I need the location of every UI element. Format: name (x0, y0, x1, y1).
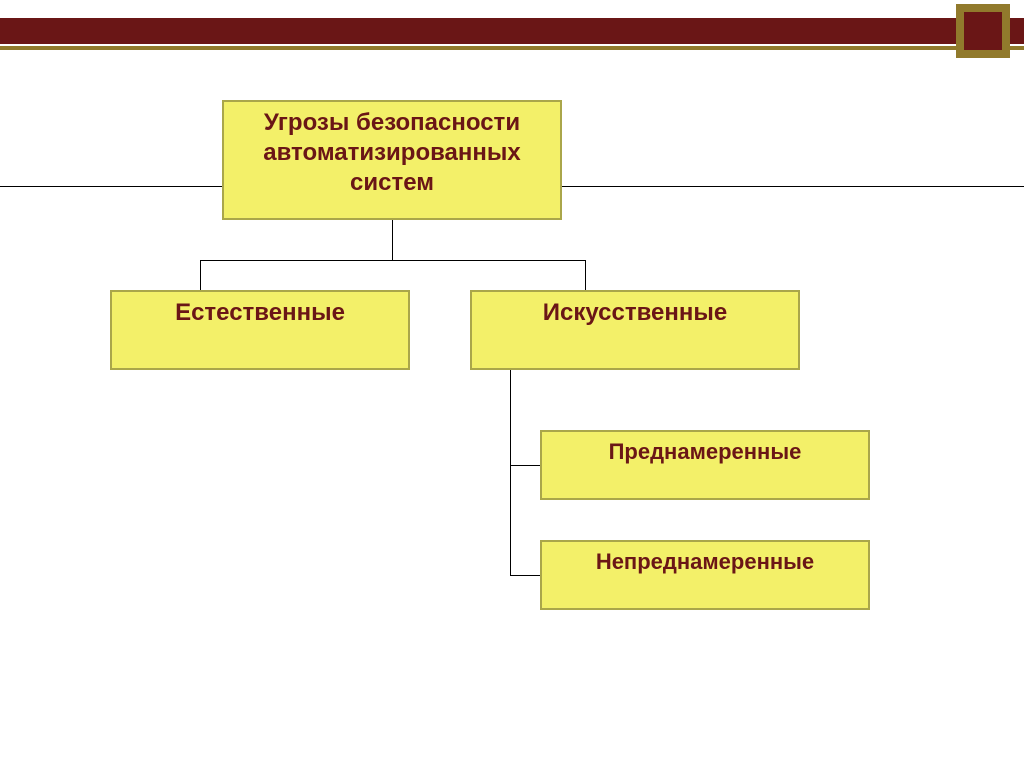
conn-to-unintentional (510, 575, 540, 576)
conn-to-artificial (585, 260, 586, 290)
node-root-label: Угрозы безопасности автоматизированных с… (224, 108, 560, 198)
conn-root-down (392, 220, 393, 260)
conn-art-down (510, 370, 511, 575)
node-intentional: Преднамеренные (540, 430, 870, 500)
conn-to-natural (200, 260, 201, 290)
node-natural: Естественные (110, 290, 410, 370)
header-stripe (0, 46, 1024, 50)
node-artificial: Искусственные (470, 290, 800, 370)
node-root: Угрозы безопасности автоматизированных с… (222, 100, 562, 220)
node-natural-label: Естественные (175, 298, 345, 328)
conn-to-intentional (510, 465, 540, 466)
conn-hbar (200, 260, 585, 261)
node-unintentional-label: Непреднамеренные (596, 548, 814, 576)
header-band (0, 18, 1024, 44)
header-square-inner (964, 12, 1002, 50)
node-unintentional: Непреднамеренные (540, 540, 870, 610)
node-intentional-label: Преднамеренные (609, 438, 802, 466)
node-artificial-label: Искусственные (543, 298, 727, 328)
